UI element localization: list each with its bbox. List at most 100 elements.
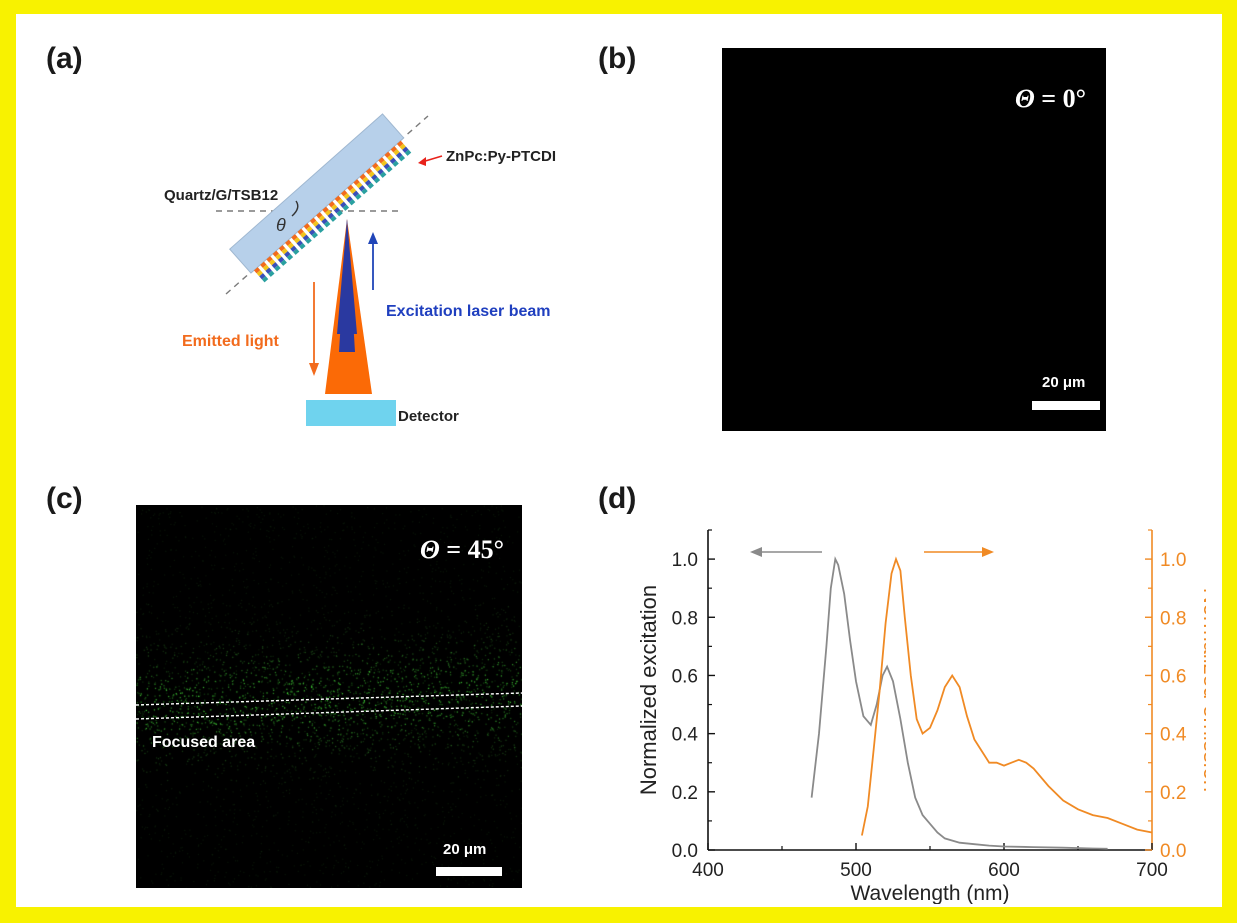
theta-value: = 45°: [439, 535, 504, 564]
film-stripe: [324, 221, 331, 228]
y-right-tick-label: 0.4: [1160, 725, 1187, 746]
film-stripe: [297, 228, 304, 235]
figure: (a) θ ZnPc:Py-PTCDI Quartz/G/TSB12 Excit…: [16, 14, 1222, 907]
panel-c-label: (c): [46, 482, 83, 515]
film-stripe: [308, 229, 316, 236]
film-stripe: [346, 196, 353, 203]
film-stripe: [312, 220, 319, 227]
focused-area-label: Focused area: [152, 734, 256, 751]
film-stripe: [340, 201, 347, 208]
spectra-chart: 400 500 600 7000.00.20.40.60.81.00.00.20.40…: [636, 529, 1206, 904]
film-stripe: [386, 166, 393, 173]
detector: [306, 400, 396, 426]
film-stripe: [259, 273, 266, 280]
focused-area-lower-line: [136, 705, 522, 720]
y-right-tick-label: 0.8: [1160, 608, 1186, 629]
film-stripe: [330, 215, 337, 222]
film-stripe: [368, 171, 375, 178]
film-stripe: [287, 242, 295, 249]
right-arrow-head: [982, 547, 994, 557]
film-stripe: [331, 204, 338, 211]
film-stripe: [256, 270, 263, 277]
film-stripe: [343, 193, 351, 200]
film-stripe: [359, 173, 367, 180]
film-stripe: [303, 223, 311, 230]
detector-label: Detector: [398, 408, 459, 425]
fluorescence-image: [136, 505, 522, 888]
x-tick-label: 600: [988, 860, 1020, 881]
y-left-axis-label: Normalized excitation: [636, 585, 661, 795]
film-stripe: [328, 201, 335, 208]
film-stripe: [387, 154, 394, 161]
film-stripe: [291, 234, 298, 241]
panel-b-label: (b): [598, 42, 637, 75]
film-stripe: [395, 152, 403, 159]
y-left-tick-label: 0.8: [672, 608, 698, 629]
y-right-tick-label: 1.0: [1160, 550, 1186, 571]
film-stripe: [316, 212, 323, 219]
y-left-tick-label: 0.6: [672, 666, 698, 687]
angle-readout-b: Θ = 0°: [1015, 84, 1086, 114]
film-stripe: [302, 234, 310, 241]
scale-label-b: 20 μm: [1042, 374, 1086, 391]
theta-value: = 0°: [1034, 84, 1086, 113]
film-stripe: [372, 162, 379, 169]
scale-label-c: 20 μm: [443, 841, 487, 858]
theta-symbol: Θ: [419, 535, 440, 564]
film-stripe: [278, 245, 286, 252]
film-stripe: [337, 198, 344, 205]
film-stripe: [261, 276, 269, 283]
film-stripe: [253, 267, 261, 274]
quartz-label: Quartz/G/TSB12: [164, 187, 278, 204]
film-stripe: [402, 146, 409, 153]
film-stripe: [393, 149, 400, 156]
film-stripe: [274, 265, 281, 272]
film-stripe: [371, 174, 378, 181]
film-stripe: [262, 264, 270, 271]
series-line-right: [861, 556, 1153, 836]
setup-diagram: θ ZnPc:Py-PTCDI Quartz/G/TSB12 Excitatio…: [164, 113, 556, 426]
x-tick-label: 400: [692, 860, 724, 881]
film-stripe: [290, 245, 297, 252]
film-stripe: [311, 232, 319, 239]
film-stripe: [336, 210, 343, 217]
film-stripe: [293, 237, 301, 244]
film-stripe: [383, 163, 390, 170]
film-pointer-head: [418, 157, 426, 166]
film-stripe: [379, 171, 387, 178]
y-right-axis-label: Normalized emission: [1199, 588, 1206, 792]
film-stripe: [315, 223, 322, 230]
film-stripe: [361, 188, 368, 195]
film-stripe: [349, 187, 357, 194]
y-right-tick-label: 0.0: [1160, 841, 1186, 862]
film-stripe: [266, 256, 273, 263]
film-stripe: [380, 160, 388, 167]
film-stripe: [356, 182, 363, 189]
film-stripe: [321, 218, 328, 225]
series-line-left: [810, 556, 1108, 850]
focused-area-upper-line: [136, 692, 522, 706]
scale-bar-c: [436, 867, 502, 876]
left-arrow-head: [750, 547, 762, 557]
quartz-substrate: [229, 113, 405, 274]
film-stripe: [309, 217, 317, 224]
film-stripe: [260, 261, 267, 268]
film-stripe: [296, 240, 303, 247]
y-right-tick-label: 0.2: [1160, 783, 1186, 804]
film-stripe: [334, 195, 342, 202]
film-stripe: [292, 248, 300, 255]
micrograph-b: Θ = 0° 20 μm: [722, 48, 1106, 431]
film-stripe: [271, 262, 279, 269]
film-stripe: [362, 176, 369, 183]
film-stripe: [365, 168, 373, 175]
angle-readout-c: Θ = 45°: [420, 535, 504, 565]
film-stripe: [277, 256, 285, 263]
film-stripe: [280, 259, 287, 266]
film-stripe: [404, 149, 412, 156]
film-stripe: [286, 254, 294, 261]
theta-symbol: Θ: [1014, 84, 1035, 113]
y-left-tick-label: 0.0: [672, 841, 698, 862]
film-stripe: [364, 179, 372, 186]
film-stripe: [284, 251, 291, 258]
film-stripe: [378, 157, 385, 164]
